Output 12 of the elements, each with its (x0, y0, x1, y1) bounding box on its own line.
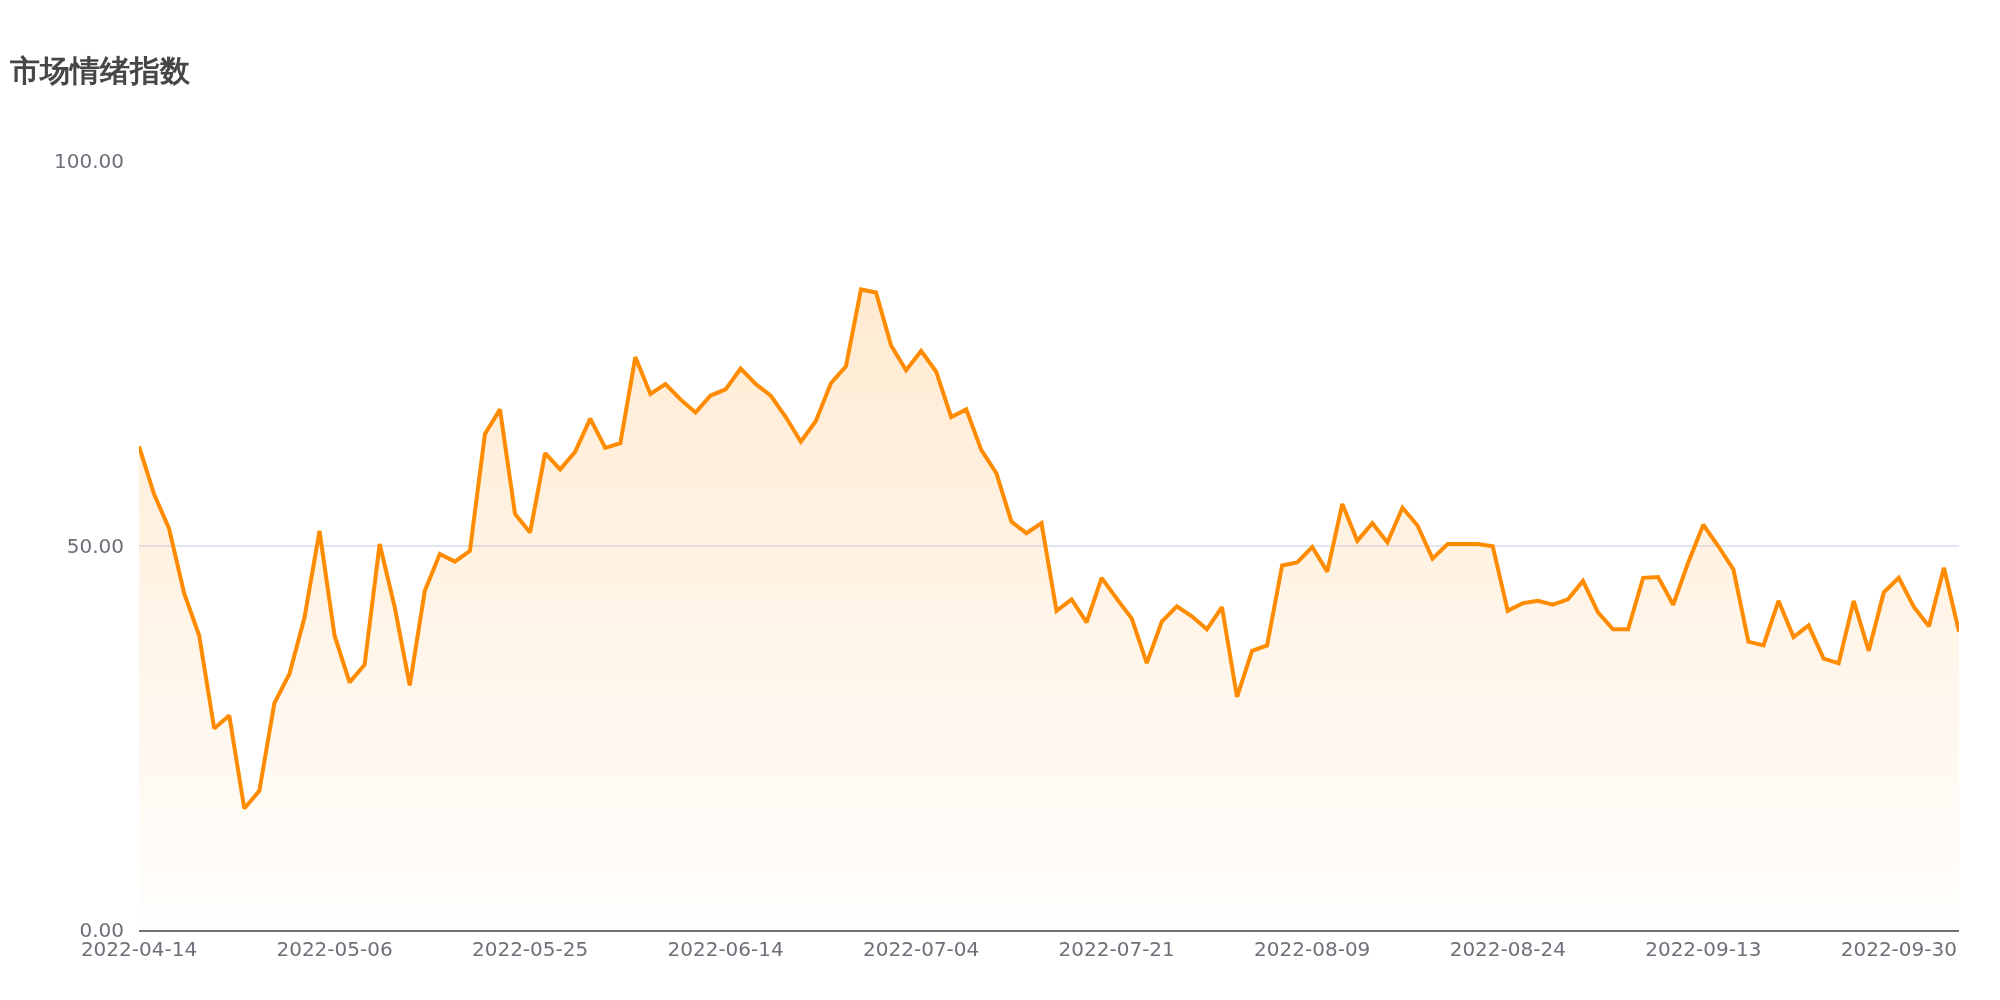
x-tick-label: 2022-08-24 (1449, 936, 1566, 961)
x-tick-label: 2022-07-04 (863, 936, 980, 961)
y-tick-label: 100.00 (54, 149, 124, 173)
x-tick-label: 2022-08-09 (1254, 936, 1371, 961)
x-tick-label: 2022-09-30 (1840, 936, 1957, 961)
x-tick-label: 2022-09-13 (1645, 936, 1762, 961)
x-tick-label: 2022-05-25 (471, 936, 589, 961)
chart-title: 市场情绪指数 (9, 53, 191, 88)
x-tick-label: 2022-05-06 (276, 936, 393, 961)
x-tick-label: 2022-07-21 (1058, 936, 1175, 961)
x-tick-label: 2022-06-14 (667, 936, 784, 961)
y-tick-label: 50.00 (66, 533, 124, 558)
